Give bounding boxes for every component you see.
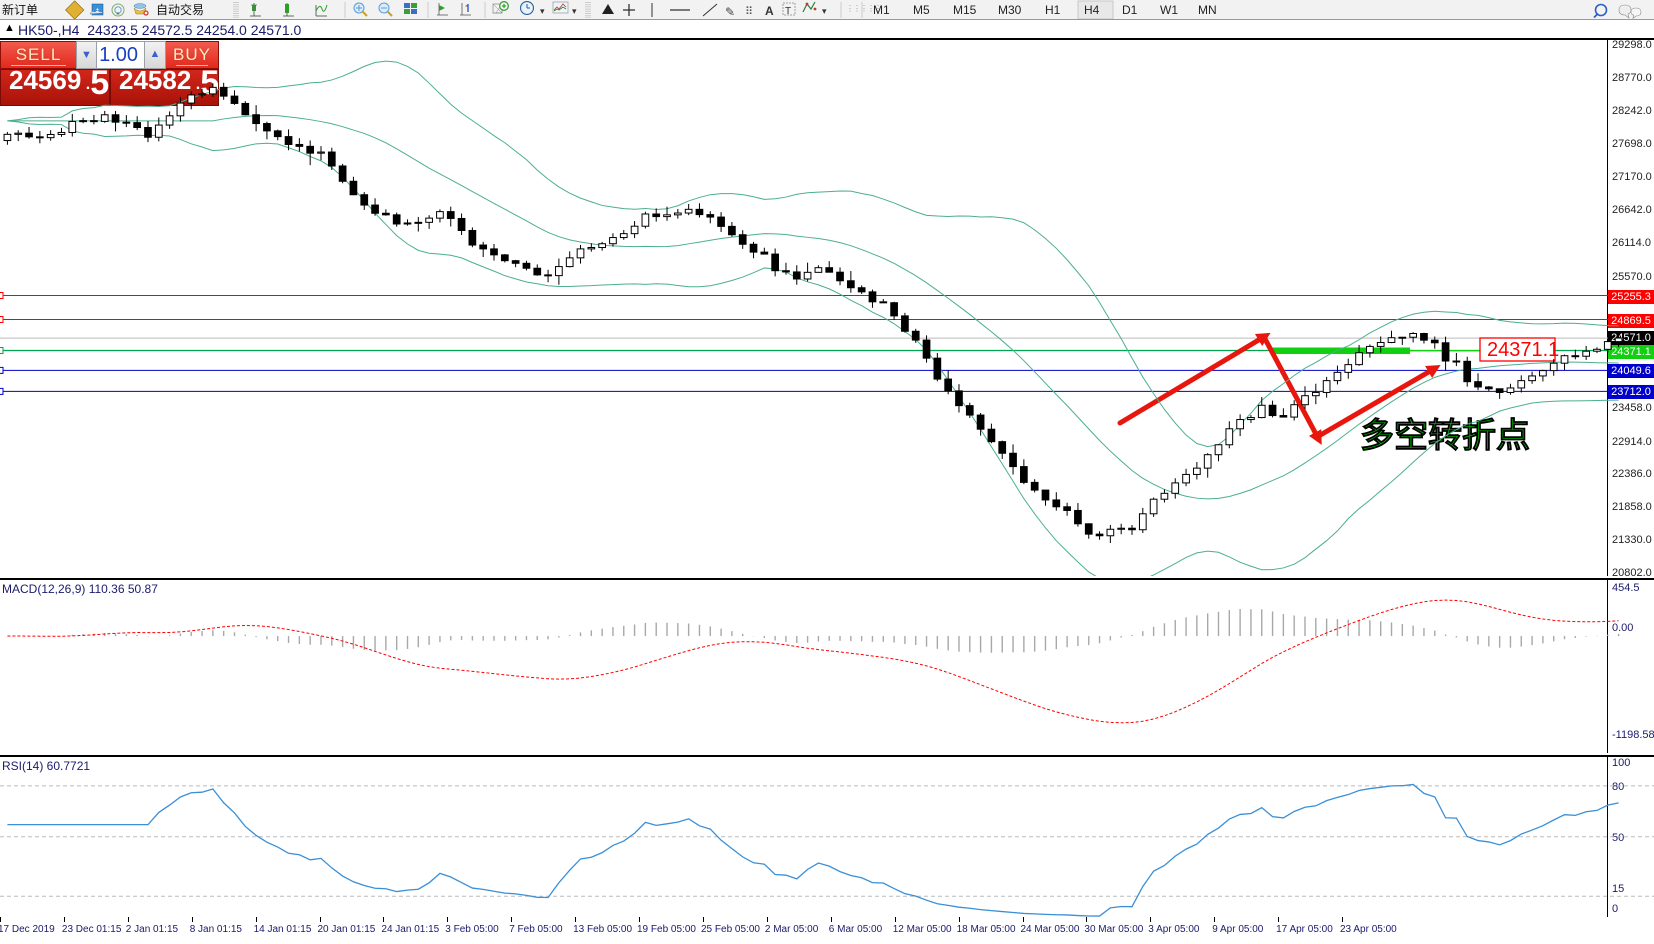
svg-text:W1: W1 (1160, 3, 1178, 17)
svg-text:▾: ▾ (572, 6, 577, 16)
svg-text:▾: ▾ (822, 6, 827, 16)
svg-text:M15: M15 (953, 3, 977, 17)
svg-text:M30: M30 (998, 3, 1022, 17)
svg-text:⠿: ⠿ (745, 6, 753, 18)
svg-text:自动交易: 自动交易 (156, 2, 204, 17)
svg-text:▾: ▾ (540, 6, 545, 16)
svg-text:✎: ✎ (725, 5, 735, 19)
svg-text:M5: M5 (913, 3, 930, 17)
svg-text:D1: D1 (1122, 3, 1138, 17)
svg-text:A: A (765, 4, 774, 18)
svg-text:MN: MN (1198, 3, 1217, 17)
svg-text:新订单: 新订单 (2, 2, 38, 17)
svg-text:H1: H1 (1045, 3, 1061, 17)
svg-text:M1: M1 (873, 3, 890, 17)
svg-text:H4: H4 (1084, 3, 1100, 17)
svg-text:T: T (785, 6, 791, 17)
